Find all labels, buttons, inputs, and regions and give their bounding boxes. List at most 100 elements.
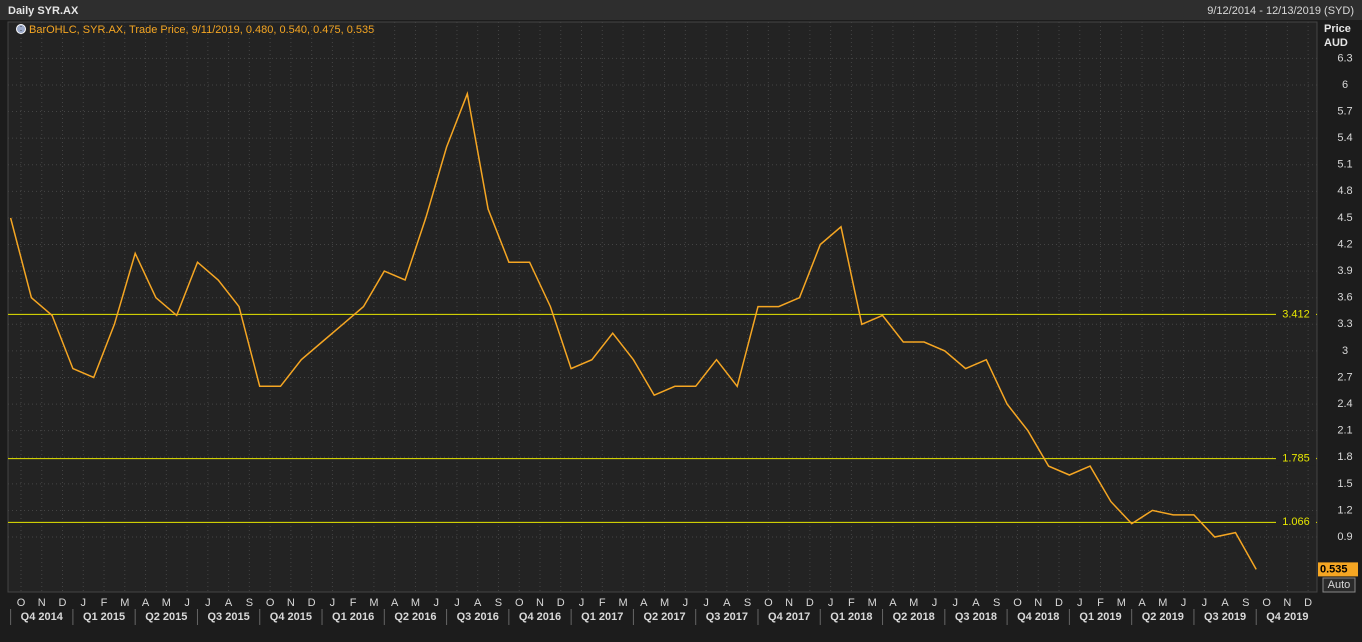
price-line [9,91,1257,570]
x-tick-label: M [1117,597,1126,609]
x-tick-label: M [120,597,129,609]
x-tick-label: J [1077,597,1083,609]
quarter-label: Q2 2019 [1142,611,1184,623]
quarter-label: Q3 2015 [207,611,249,623]
y-tick-label: 5.4 [1337,132,1352,144]
x-tick-label: A [391,597,399,609]
quarter-label: Q4 2014 [21,611,64,623]
quarter-label: Q4 2017 [768,611,810,623]
x-tick-label: N [287,597,295,609]
y-axis-title: Price [1324,23,1351,35]
x-tick-label: N [536,597,544,609]
y-tick-label: 6 [1342,79,1348,91]
x-tick-label: J [454,597,460,609]
quarter-label: Q3 2018 [955,611,997,623]
quarter-label: Q2 2016 [394,611,436,623]
y-tick-label: 6.3 [1337,52,1352,64]
x-tick-label: N [785,597,793,609]
level-label-bg [1276,307,1316,322]
plot-area [7,21,1318,593]
x-tick-label: D [59,597,67,609]
x-tick-label: F [350,597,357,609]
x-tick-label: M [868,597,877,609]
x-tick-label: A [723,597,731,609]
x-tick-label: J [330,597,336,609]
y-tick-label: 4.5 [1337,212,1352,224]
x-tick-label: F [599,597,606,609]
x-tick-label: M [618,597,627,609]
last-price-label: 0.535 [1320,563,1348,575]
y-tick-label: 1.8 [1337,451,1352,463]
x-tick-label: A [640,597,648,609]
x-tick-label: M [909,597,918,609]
header-bar [0,0,1362,20]
x-tick-label: A [1221,597,1229,609]
x-tick-label: J [205,597,211,609]
x-tick-label: J [828,597,834,609]
quarter-label: Q2 2018 [893,611,935,623]
x-tick-label: M [369,597,378,609]
x-tick-label: O [266,597,275,609]
quarter-label: Q2 2015 [145,611,187,623]
auto-button[interactable] [1322,577,1356,593]
x-tick-label: N [38,597,46,609]
x-tick-label: F [101,597,108,609]
x-tick-label: A [142,597,150,609]
level-label: 1.785 [1282,452,1310,464]
x-tick-label: D [557,597,565,609]
quarter-label: Q3 2016 [457,611,499,623]
x-tick-label: J [579,597,585,609]
y-tick-label: 4.8 [1337,185,1352,197]
date-range: 9/12/2014 - 12/13/2019 (SYD) [1207,5,1354,17]
quarter-label: Q1 2017 [581,611,623,623]
x-tick-label: A [889,597,897,609]
quarter-label: Q4 2019 [1266,611,1308,623]
quarter-label: Q4 2016 [519,611,561,623]
quarter-label: Q1 2016 [332,611,374,623]
chart-title: Daily SYR.AX [8,5,79,17]
legend-icon [16,24,26,34]
last-price-box [1318,562,1358,577]
x-tick-label: J [184,597,190,609]
level-label-bg [1276,515,1316,530]
x-tick-label: J [683,597,689,609]
y-tick-label: 2.7 [1337,371,1352,383]
x-tick-label: A [225,597,233,609]
x-tick-label: J [1181,597,1187,609]
quarter-label: Q1 2018 [830,611,872,623]
x-tick-label: S [246,597,253,609]
x-tick-label: S [993,597,1000,609]
quarter-label: Q4 2018 [1017,611,1059,623]
auto-button-label[interactable]: Auto [1328,579,1351,591]
x-tick-label: S [1242,597,1249,609]
x-tick-label: M [660,597,669,609]
x-tick-label: N [1283,597,1291,609]
x-tick-label: A [972,597,980,609]
y-tick-label: 3.6 [1337,292,1352,304]
x-tick-label: A [474,597,482,609]
y-axis-title: AUD [1324,37,1348,49]
quarter-label: Q4 2015 [270,611,312,623]
x-tick-label: F [848,597,855,609]
x-tick-label: O [17,597,26,609]
y-tick-label: 2.4 [1337,398,1352,410]
y-tick-label: 1.5 [1337,478,1352,490]
x-tick-label: D [1304,597,1312,609]
legend: BarOHLC, SYR.AX, Trade Price, 9/11/2019,… [29,24,374,36]
x-tick-label: M [411,597,420,609]
x-tick-label: J [81,597,87,609]
x-tick-label: D [308,597,316,609]
level-label: 1.066 [1282,516,1310,528]
x-tick-label: A [1138,597,1146,609]
x-tick-label: N [1034,597,1042,609]
x-tick-label: O [515,597,524,609]
y-tick-label: 1.2 [1337,504,1352,516]
x-tick-label: O [1262,597,1271,609]
x-tick-label: J [703,597,709,609]
y-tick-label: 5.1 [1337,159,1352,171]
x-tick-label: O [1013,597,1022,609]
y-tick-label: 2.1 [1337,425,1352,437]
x-tick-label: M [1158,597,1167,609]
x-tick-label: J [1202,597,1208,609]
